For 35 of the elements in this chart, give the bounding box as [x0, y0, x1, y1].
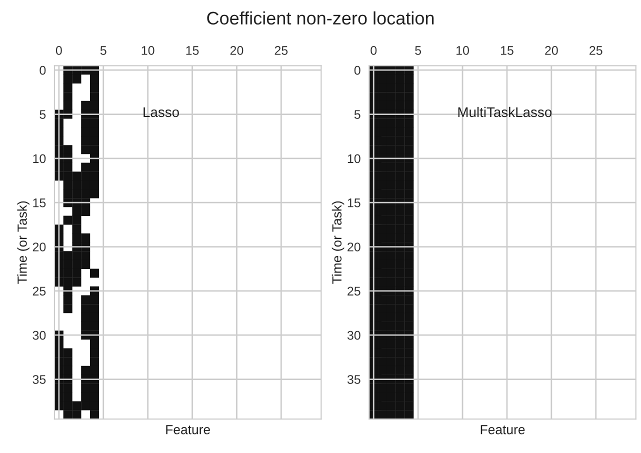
y-tick-label: 0 [354, 66, 360, 75]
y-tick-label: 15 [348, 198, 360, 208]
x-tick-label: 20 [545, 46, 558, 55]
x-tick-label: 0 [370, 46, 377, 55]
annotation: Lasso [144, 107, 179, 118]
y-axis-title: Time (or Task) [332, 201, 344, 284]
y-tick-label: 15 [33, 198, 46, 208]
x-tick-label: 10 [456, 46, 469, 55]
y-axis-title: Time (or Task) [17, 201, 30, 284]
x-tick-label: 20 [230, 46, 244, 55]
x-tick-label: 5 [100, 46, 106, 55]
chart-title: Coefficient non-zero location [207, 11, 434, 25]
x-tick-label: 5 [415, 46, 422, 55]
y-tick-label: 20 [348, 242, 360, 252]
y-tick-label: 30 [32, 330, 46, 340]
y-tick-label: 20 [32, 242, 46, 252]
y-tick-label: 5 [354, 110, 360, 119]
y-tick-label: 10 [33, 154, 46, 164]
y-tick-label: 10 [348, 154, 360, 164]
y-tick-label: 5 [40, 110, 46, 119]
y-tick-label: 35 [347, 375, 360, 384]
annotation: MultiTaskLasso [458, 106, 552, 118]
x-axis-title: Feature [166, 425, 210, 434]
x-tick-label: 0 [56, 46, 62, 55]
y-tick-label: 25 [348, 286, 360, 296]
y-tick-label: 25 [32, 286, 46, 296]
x-tick-label: 25 [274, 46, 288, 55]
x-tick-label: 10 [142, 46, 154, 55]
y-tick-label: 30 [347, 330, 360, 340]
x-tick-label: 25 [590, 46, 602, 55]
y-tick-label: 35 [32, 375, 46, 384]
x-axis-title: Feature [480, 425, 525, 434]
y-tick-label: 0 [40, 66, 46, 75]
x-tick-label: 15 [500, 46, 514, 55]
x-tick-label: 15 [186, 46, 199, 55]
